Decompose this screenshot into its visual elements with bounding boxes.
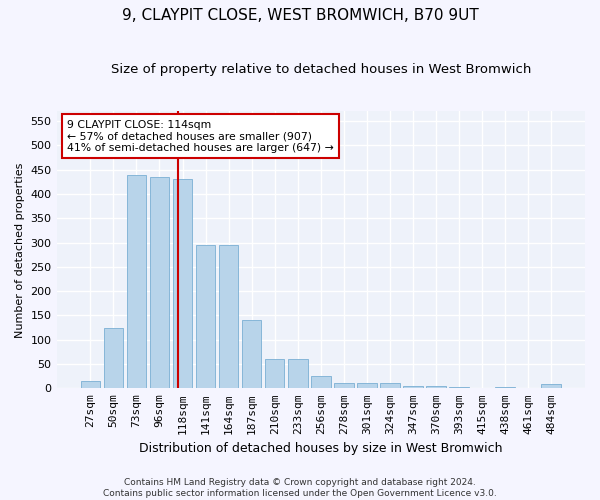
Bar (449, 387, 469, 388)
X-axis label: Distribution of detached houses by size in West Bromwich: Distribution of detached houses by size … (139, 442, 503, 455)
Text: Contains HM Land Registry data © Crown copyright and database right 2024.
Contai: Contains HM Land Registry data © Crown c… (103, 478, 497, 498)
Bar (149, 177, 169, 388)
Bar (311, 376, 331, 388)
Bar (403, 386, 423, 388)
Bar (242, 320, 262, 388)
Bar (265, 359, 284, 388)
Bar (288, 359, 308, 388)
Bar (541, 384, 561, 388)
Bar (334, 384, 353, 388)
Bar (357, 384, 377, 388)
Text: 9 CLAYPIT CLOSE: 114sqm
← 57% of detached houses are smaller (907)
41% of semi-d: 9 CLAYPIT CLOSE: 114sqm ← 57% of detache… (67, 120, 334, 153)
Bar (496, 387, 515, 388)
Bar (426, 386, 446, 388)
Text: 9, CLAYPIT CLOSE, WEST BROMWICH, B70 9UT: 9, CLAYPIT CLOSE, WEST BROMWICH, B70 9UT (122, 8, 478, 22)
Bar (380, 384, 400, 388)
Y-axis label: Number of detached properties: Number of detached properties (15, 162, 25, 338)
Title: Size of property relative to detached houses in West Bromwich: Size of property relative to detached ho… (110, 62, 531, 76)
Bar (104, 328, 123, 388)
Bar (80, 381, 100, 388)
Bar (127, 174, 146, 388)
Bar (173, 180, 193, 388)
Bar (196, 245, 215, 388)
Bar (219, 245, 238, 388)
